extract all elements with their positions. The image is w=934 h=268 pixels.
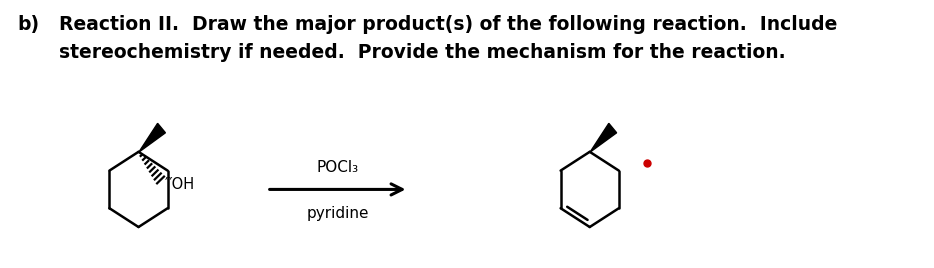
Text: pyridine: pyridine [306, 206, 369, 221]
Text: Reaction II.  Draw the major product(s) of the following reaction.  Include: Reaction II. Draw the major product(s) o… [59, 15, 837, 34]
Text: stereochemistry if needed.  Provide the mechanism for the reaction.: stereochemistry if needed. Provide the m… [59, 43, 785, 62]
Text: POCl₃: POCl₃ [317, 159, 359, 174]
Polygon shape [590, 123, 616, 152]
Polygon shape [139, 123, 165, 152]
Text: b): b) [18, 15, 39, 34]
Text: ‴OH: ‴OH [165, 177, 195, 192]
